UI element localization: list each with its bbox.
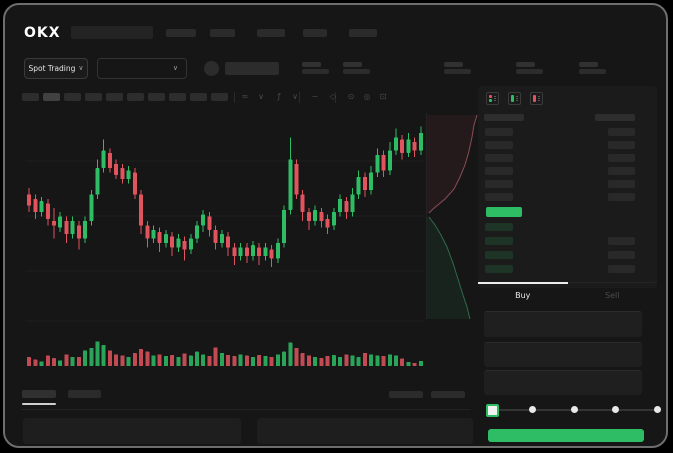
amount-field[interactable] bbox=[484, 342, 642, 367]
line-style-icon[interactable]: ~ bbox=[311, 92, 319, 101]
pair-name-placeholder bbox=[225, 62, 279, 75]
volume-chart[interactable] bbox=[26, 338, 424, 366]
nav-item-4[interactable] bbox=[303, 29, 327, 37]
chart-type-chevron-icon[interactable]: ∨ bbox=[258, 92, 264, 101]
stat-value-4 bbox=[516, 69, 543, 74]
stat-label-1 bbox=[302, 62, 321, 67]
orderbook-bids-icon[interactable] bbox=[508, 92, 521, 105]
bottom-tab-history[interactable] bbox=[68, 390, 101, 398]
compare-icon[interactable]: ◇ bbox=[329, 92, 337, 101]
orderbook-asks-icon[interactable] bbox=[530, 92, 543, 105]
interval-chip-2[interactable] bbox=[43, 93, 60, 101]
okx-logo[interactable]: OKX bbox=[24, 25, 61, 41]
fullscreen-icon[interactable]: ⊡ bbox=[379, 92, 387, 101]
slider-stop-25[interactable] bbox=[529, 406, 536, 413]
interval-chip-8[interactable] bbox=[169, 93, 186, 101]
logo-adjacent-placeholder bbox=[71, 26, 153, 39]
slider-stop-50[interactable] bbox=[570, 406, 578, 413]
pair-icon[interactable] bbox=[204, 61, 219, 76]
stat-value-2 bbox=[343, 69, 370, 74]
trade-panel: Buy Sell bbox=[478, 282, 661, 446]
active-tab-underline bbox=[22, 403, 56, 405]
ask-row-price[interactable] bbox=[485, 167, 513, 175]
slider-stop-75[interactable] bbox=[612, 406, 619, 413]
trade-tabs: Buy Sell bbox=[478, 282, 657, 307]
nav-item-1[interactable] bbox=[166, 29, 196, 37]
divider bbox=[21, 409, 471, 410]
interval-chip-4[interactable] bbox=[85, 93, 102, 101]
nav-item-2[interactable] bbox=[210, 29, 235, 37]
stat-label-4 bbox=[516, 62, 535, 67]
ask-row-price[interactable] bbox=[485, 154, 513, 162]
app-window: OKX Spot Trading ∨ ∨ ≈ ∨ ƒ ∨ ~ ◇ ⊙ ◎ ⊡ bbox=[3, 3, 668, 448]
snapshot-icon[interactable]: ⊙ bbox=[347, 92, 355, 101]
stat-label-3 bbox=[444, 62, 463, 67]
open-orders-box bbox=[23, 418, 241, 444]
ask-row-price[interactable] bbox=[485, 128, 513, 136]
ask-row-price[interactable] bbox=[485, 193, 513, 201]
candlestick-chart[interactable] bbox=[26, 111, 424, 331]
chart-type-icon[interactable]: ≈ bbox=[241, 92, 249, 101]
stat-label-5 bbox=[579, 62, 598, 67]
tab-sell[interactable]: Sell bbox=[605, 291, 620, 300]
bottom-tab-orders[interactable] bbox=[22, 390, 56, 398]
stat-value-1 bbox=[302, 69, 329, 74]
bid-row-price[interactable] bbox=[485, 251, 513, 259]
slider-stop-100[interactable] bbox=[653, 406, 661, 413]
bid-row-amount[interactable] bbox=[608, 237, 635, 245]
bid-row-price[interactable] bbox=[485, 223, 513, 231]
orderbook-header-amount bbox=[595, 114, 635, 121]
bid-row-amount[interactable] bbox=[608, 251, 635, 259]
stat-value-5 bbox=[579, 69, 606, 74]
interval-chip-10[interactable] bbox=[211, 93, 228, 101]
chevron-down-icon: ∨ bbox=[172, 64, 178, 72]
ask-row-amount[interactable] bbox=[608, 141, 635, 149]
interval-chip-5[interactable] bbox=[106, 93, 123, 101]
nav-item-3[interactable] bbox=[257, 29, 285, 37]
ask-row-price[interactable] bbox=[485, 141, 513, 149]
tab-buy[interactable]: Buy bbox=[478, 282, 568, 307]
market-type-label: Spot Trading bbox=[28, 64, 76, 73]
orderbook-combined-icon[interactable] bbox=[486, 92, 499, 105]
interval-chip-1[interactable] bbox=[22, 93, 39, 101]
last-price-badge[interactable] bbox=[486, 207, 522, 217]
depth-chart[interactable] bbox=[426, 113, 479, 319]
ask-row-amount[interactable] bbox=[608, 128, 635, 136]
submit-buy-button[interactable] bbox=[488, 429, 644, 442]
ask-row-price[interactable] bbox=[485, 180, 513, 188]
stat-label-2 bbox=[343, 62, 362, 67]
order-history-box bbox=[257, 418, 473, 444]
bid-row-amount[interactable] bbox=[608, 265, 635, 273]
interval-chip-6[interactable] bbox=[127, 93, 144, 101]
chevron-down-icon: ∨ bbox=[78, 64, 84, 72]
ask-row-amount[interactable] bbox=[608, 180, 635, 188]
stat-value-3 bbox=[444, 69, 471, 74]
indicators-chevron-icon[interactable]: ∨ bbox=[292, 92, 298, 101]
bid-row-price[interactable] bbox=[485, 265, 513, 273]
nav-item-5[interactable] bbox=[349, 29, 377, 37]
orderbook-header-price bbox=[484, 114, 524, 121]
bottom-action-2[interactable] bbox=[431, 391, 465, 398]
interval-chip-9[interactable] bbox=[190, 93, 207, 101]
total-field[interactable] bbox=[484, 370, 642, 395]
ask-row-amount[interactable] bbox=[608, 193, 635, 201]
interval-chip-3[interactable] bbox=[64, 93, 81, 101]
orderbook-panel bbox=[478, 86, 657, 288]
indicators-icon[interactable]: ƒ bbox=[277, 92, 281, 101]
ask-row-amount[interactable] bbox=[608, 154, 635, 162]
bottom-action-1[interactable] bbox=[389, 391, 423, 398]
chart-settings-icon[interactable]: ◎ bbox=[363, 92, 371, 101]
amount-slider-handle[interactable] bbox=[486, 404, 499, 417]
market-type-selector[interactable]: Spot Trading ∨ bbox=[24, 58, 88, 79]
price-field[interactable] bbox=[484, 311, 642, 337]
interval-chip-7[interactable] bbox=[148, 93, 165, 101]
bid-row-price[interactable] bbox=[485, 237, 513, 245]
pair-dropdown[interactable]: ∨ bbox=[97, 58, 187, 79]
ask-row-amount[interactable] bbox=[608, 167, 635, 175]
